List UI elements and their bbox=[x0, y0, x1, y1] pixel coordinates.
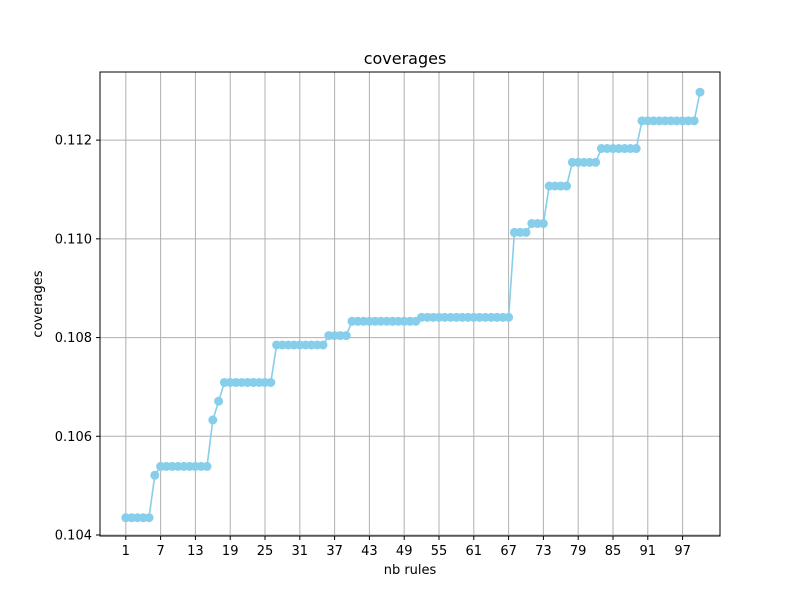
plot-frame bbox=[99, 71, 721, 537]
data-point bbox=[150, 470, 160, 480]
x-tick-label: 91 bbox=[640, 544, 657, 559]
data-point bbox=[318, 340, 328, 350]
data-point bbox=[504, 312, 514, 322]
data-point bbox=[214, 396, 224, 406]
y-tick-label: 0.104 bbox=[55, 529, 92, 544]
data-point bbox=[538, 219, 548, 229]
x-tick-label: 37 bbox=[326, 544, 343, 559]
y-tick-label: 0.106 bbox=[55, 430, 92, 445]
x-tick-label: 79 bbox=[570, 544, 587, 559]
x-tick-label: 1 bbox=[122, 544, 130, 559]
series-line bbox=[125, 92, 701, 519]
x-axis-label: nb rules bbox=[384, 563, 437, 578]
data-point bbox=[631, 144, 641, 154]
x-tick-label: 13 bbox=[187, 544, 204, 559]
x-tick-label: 7 bbox=[156, 544, 164, 559]
x-tick-label: 67 bbox=[500, 544, 517, 559]
series-coverages bbox=[121, 87, 705, 523]
grid bbox=[100, 72, 720, 536]
data-point bbox=[591, 157, 601, 167]
data-point bbox=[144, 513, 154, 523]
chart-title: coverages bbox=[364, 49, 447, 68]
x-tick-label: 97 bbox=[674, 544, 691, 559]
data-point bbox=[689, 116, 699, 126]
x-tick-label: 31 bbox=[292, 544, 309, 559]
x-tick-label: 85 bbox=[605, 544, 622, 559]
x-tick-label: 49 bbox=[396, 544, 413, 559]
x-tick-label: 43 bbox=[361, 544, 378, 559]
x-tick-label: 61 bbox=[466, 544, 483, 559]
data-point bbox=[202, 461, 212, 471]
x-tick-label: 19 bbox=[222, 544, 239, 559]
data-point bbox=[341, 331, 351, 341]
y-tick-label: 0.108 bbox=[55, 331, 92, 346]
data-point bbox=[266, 377, 276, 387]
x-tick-label: 73 bbox=[535, 544, 552, 559]
data-point bbox=[521, 227, 531, 237]
x-tick-label: 25 bbox=[257, 544, 274, 559]
data-point bbox=[208, 415, 218, 425]
data-point bbox=[562, 181, 572, 191]
axis-ticks: 1 7 13 19 25 31 37 43 49 55 61 67 73 79 85 91 97 0.104 0.1… bbox=[55, 134, 691, 559]
data-point bbox=[695, 87, 705, 97]
y-axis-label: coverages bbox=[31, 270, 46, 337]
y-tick-label: 0.110 bbox=[55, 232, 92, 247]
x-tick-label: 55 bbox=[431, 544, 448, 559]
y-tick-label: 0.112 bbox=[55, 134, 92, 149]
